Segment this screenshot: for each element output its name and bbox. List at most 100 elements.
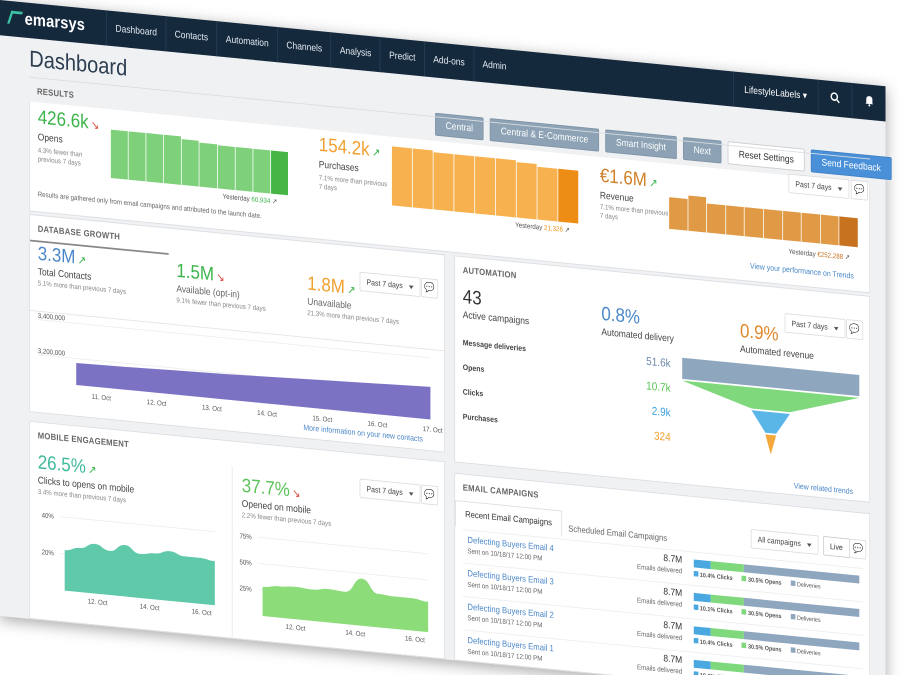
legend-deliveries-text: Deliveries: [796, 581, 821, 591]
main-menu: Dashboard Contacts Automation Channels A…: [106, 10, 515, 86]
comment-icon: 💬: [424, 282, 435, 295]
nav-right: LifestyleLabels ▾: [732, 71, 886, 122]
external-link-icon: ↗: [844, 253, 850, 262]
comment-icon: 💬: [849, 323, 860, 336]
mobile-comment-button[interactable]: 💬: [421, 484, 439, 506]
nav-predict[interactable]: Predict: [379, 37, 424, 77]
bar-deliveries: [743, 664, 860, 675]
account-switcher[interactable]: LifestyleLabels ▾: [732, 71, 818, 115]
bar: [164, 135, 182, 185]
automation-funnel-chart: [682, 357, 860, 455]
bar: [146, 133, 164, 184]
opens-yesterday-value: 60,934: [251, 195, 271, 205]
automation-period-value: Past 7 days: [791, 319, 828, 332]
purchases-yesterday: Yesterday 21,326 ↗: [515, 221, 570, 235]
nav-automation[interactable]: Automation: [216, 21, 278, 63]
nav-dashboard[interactable]: Dashboard: [106, 10, 166, 52]
bar: [537, 166, 558, 222]
automated-delivery-value: 0.8%: [601, 302, 640, 329]
automated-revenue-label: Automated revenue: [739, 343, 814, 362]
database-comment-button[interactable]: 💬: [421, 277, 439, 299]
automation-period-select[interactable]: Past 7 days: [784, 313, 846, 339]
nav-contacts[interactable]: Contacts: [165, 16, 217, 57]
clicks-mobile-chart: 40% 20% 12. Oct 14. Oct 16. Oct: [42, 512, 215, 618]
legend-opens-text: 30.5% Opens: [747, 577, 782, 587]
database-area: [76, 362, 431, 420]
search-icon: [830, 92, 840, 104]
emarsys-logo[interactable]: emarsys: [7, 9, 85, 36]
campaign-filter-value: All campaigns: [757, 534, 801, 548]
nav-analysis[interactable]: Analysis: [330, 32, 380, 73]
legend-clicks: 10.4% Clicks: [693, 637, 733, 649]
results-title: RESULTS: [36, 87, 74, 101]
bar: [782, 210, 801, 242]
funnel-opens: [682, 380, 860, 413]
legend-opens: 30.5% Opens: [741, 575, 782, 587]
bar-opens: [710, 594, 744, 606]
account-name: LifestyleLabels: [744, 84, 801, 101]
bar: [801, 212, 820, 244]
y-tick-label: 3,200,000: [38, 348, 66, 358]
results-period-value: Past 7 days: [795, 179, 832, 192]
bar: [253, 148, 271, 194]
emarsys-logo-icon: [7, 10, 23, 25]
revenue-value: €1.6M ↗: [600, 164, 658, 193]
legend-deliveries-text: Deliveries: [796, 648, 821, 658]
bar: [475, 156, 496, 216]
legend-opens-text: 30.5% Opens: [747, 643, 782, 654]
database-period-select[interactable]: Past 7 days: [359, 271, 421, 298]
bar: [744, 207, 764, 239]
purchases-yesterday-label: Yesterday: [515, 220, 543, 232]
funnel-value-deliveries: 51.6k: [646, 354, 671, 370]
automation-comment-button[interactable]: 💬: [846, 319, 864, 341]
clicks-mobile-value: 26.5% ↗: [38, 451, 97, 480]
top-navigation: emarsys Dashboard Contacts Automation Ch…: [0, 0, 886, 122]
mobile-period-select[interactable]: Past 7 days: [359, 478, 421, 504]
gridline: [60, 516, 215, 533]
external-link-icon: ↗: [564, 225, 570, 235]
bar-clicks: [693, 659, 711, 670]
results-comment-button[interactable]: 💬: [850, 179, 868, 201]
nav-admin[interactable]: Admin: [473, 46, 515, 86]
arrow-up-icon: ↗: [347, 282, 356, 297]
y-tick-label: 75%: [239, 533, 251, 542]
x-tick-label: 16. Oct: [405, 635, 425, 644]
revenue-yesterday-value: €252,288: [817, 250, 844, 261]
opens-label: Opens: [37, 132, 63, 146]
legend-clicks: 10.1% Clicks: [693, 604, 733, 615]
opened-mobile-number: 37.7%: [241, 474, 290, 501]
bar: [128, 131, 146, 182]
x-tick-label: 12. Oct: [147, 399, 167, 408]
automation-title: AUTOMATION: [462, 265, 517, 281]
opened-mobile-chart: 75% 50% 25% 12. Oct 14. Oct 16. Oct: [239, 533, 429, 645]
gridline: [258, 536, 429, 555]
notifications-button[interactable]: [851, 82, 886, 122]
bar: [820, 214, 839, 246]
legend-opens: 30.5% Opens: [741, 642, 782, 654]
total-contacts-number: 3.3M: [37, 242, 76, 268]
legend-deliveries: Deliveries: [790, 580, 821, 591]
funnel-label-opens: Opens: [462, 362, 485, 374]
mobile-period-value: Past 7 days: [366, 484, 403, 497]
legend-deliveries: Deliveries: [790, 613, 821, 624]
live-button[interactable]: Live: [823, 536, 850, 558]
database-growth-title: DATABASE GROWTH: [37, 224, 121, 243]
revenue-number: €1.6M: [599, 164, 647, 191]
funnel-value-purchases: 324: [653, 428, 671, 444]
legend-deliveries-text: Deliveries: [796, 615, 821, 624]
search-button[interactable]: [817, 79, 852, 119]
nav-channels[interactable]: Channels: [277, 26, 331, 68]
funnel-purchases: [765, 434, 777, 455]
email-comment-button[interactable]: 💬: [849, 538, 867, 560]
bar: [182, 139, 200, 187]
trends-link[interactable]: View your performance on Trends: [749, 261, 854, 281]
campaign-filter-select[interactable]: All campaigns: [750, 528, 819, 555]
bar-opens: [710, 561, 744, 573]
nav-add-ons[interactable]: Add-ons: [423, 41, 474, 82]
database-period-value: Past 7 days: [366, 277, 403, 291]
email-campaigns-title: EMAIL CAMPAIGNS: [462, 483, 539, 501]
unavailable-number: 1.8M: [307, 271, 345, 298]
mobile-area: [262, 578, 429, 633]
